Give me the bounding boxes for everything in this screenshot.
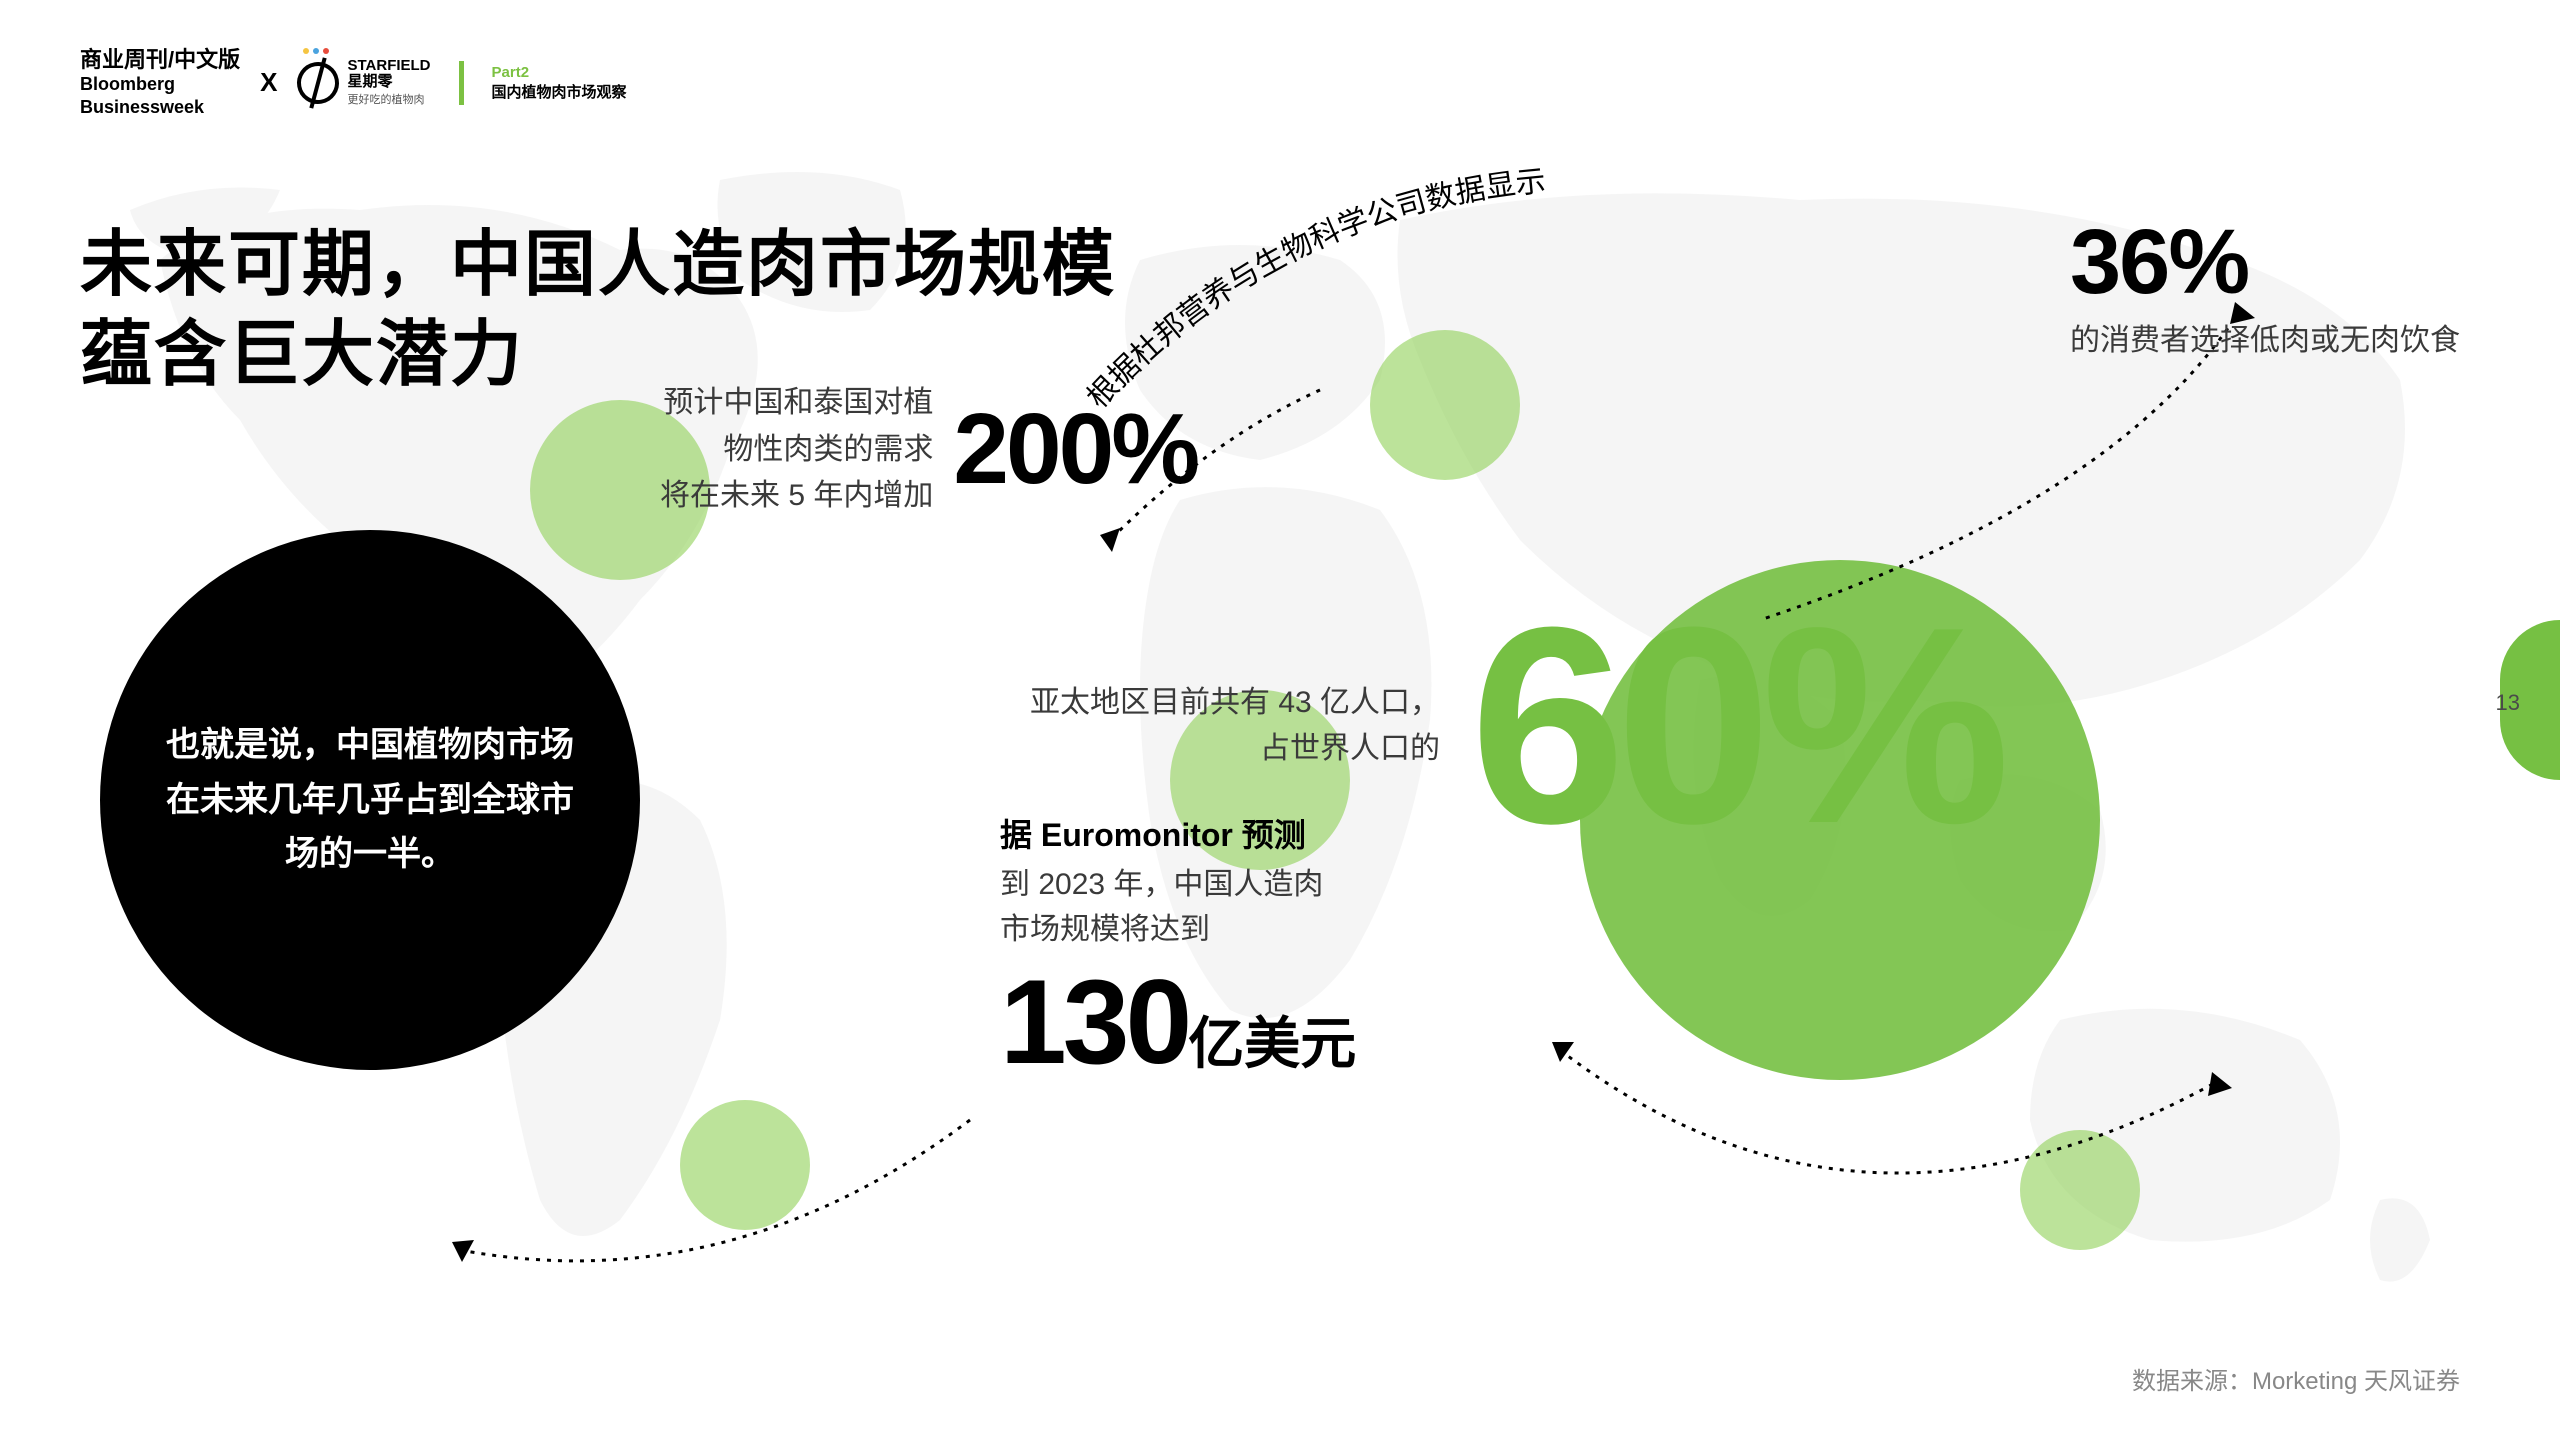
part-label: Part2 国内植物肉市场观察 bbox=[492, 63, 627, 102]
stat-130-heading: 据 Euromonitor 预测 bbox=[1000, 810, 1356, 856]
svg-text:根据杜邦营养与生物科学公司数据显示: 根据杜邦营养与生物科学公司数据显示 bbox=[1081, 165, 1547, 415]
header: 商业周刊/中文版 BloombergBusinessweek X STARFIE… bbox=[80, 48, 627, 117]
logo-x: X bbox=[260, 67, 277, 98]
summary-black-circle: 也就是说，中国植物肉市场在未来几年几乎占到全球市场的一半。 bbox=[100, 530, 640, 1070]
stat-200-desc: 预计中国和泰国对植 物性肉类的需求 将在未来 5 年内增加 bbox=[660, 380, 933, 520]
stat-130-value: 130亿美元 bbox=[1000, 962, 1356, 1082]
logo-bbw-en: BloombergBusinessweek bbox=[80, 74, 204, 117]
stat-60-value: 60% bbox=[1470, 600, 2000, 852]
curved-source-label: 根据杜邦营养与生物科学公司数据显示 bbox=[1080, 150, 1680, 450]
stat-36-value: 36% bbox=[2070, 210, 2460, 315]
part-divider bbox=[459, 61, 464, 105]
summary-text: 也就是说，中国植物肉市场在未来几年几乎占到全球市场的一半。 bbox=[100, 718, 640, 881]
starfield-mark-icon bbox=[294, 58, 343, 107]
page-number: 13 bbox=[2496, 690, 2520, 716]
starfield-tag: 更好吃的植物肉 bbox=[347, 94, 424, 106]
title-line2: 蕴含巨大潜力 bbox=[80, 315, 524, 395]
title-line1: 未来可期，中国人造肉市场规模 bbox=[80, 225, 1116, 305]
logo-bloomberg: 商业周刊/中文版 BloombergBusinessweek bbox=[80, 48, 240, 117]
part-title: 国内植物肉市场观察 bbox=[492, 84, 627, 101]
stat-36-desc: 的消费者选择低肉或无肉饮食 bbox=[2070, 324, 2460, 357]
stat-36-block: 36% 的消费者选择低肉或无肉饮食 bbox=[2070, 210, 2460, 359]
stat-130-desc: 到 2023 年，中国人造肉 市场规模将达到 bbox=[1000, 862, 1356, 952]
stat-60-desc: 亚太地区目前共有 43 亿人口， 占世界人口的 bbox=[1030, 680, 1440, 773]
green-dot-au bbox=[2020, 1130, 2140, 1250]
logo-starfield: STARFIELD 星期零 更好吃的植物肉 bbox=[297, 58, 430, 108]
green-dot-sa bbox=[680, 1100, 810, 1230]
logo-bbw-cn: 商业周刊/中文版 bbox=[80, 47, 240, 72]
part-number: Part2 bbox=[492, 63, 627, 83]
data-source: 数据来源：Morketing 天风证券 bbox=[2132, 1361, 2460, 1396]
starfield-cn: 星期零 bbox=[347, 73, 392, 90]
stat-130-block: 据 Euromonitor 预测 到 2023 年，中国人造肉 市场规模将达到 … bbox=[1000, 810, 1356, 1082]
starfield-en: STARFIELD bbox=[347, 57, 430, 74]
page-title: 未来可期，中国人造肉市场规模 蕴含巨大潜力 bbox=[80, 220, 1116, 400]
